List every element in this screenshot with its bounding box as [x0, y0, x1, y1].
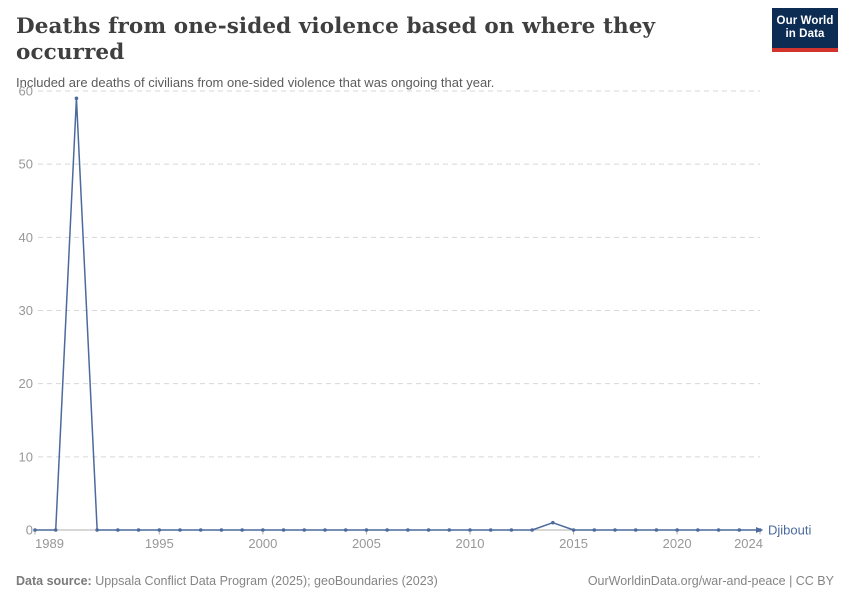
owid-logo[interactable]: Our World in Data — [772, 8, 838, 52]
y-tick-label: 0 — [26, 523, 33, 538]
line-chart: 0 10 20 30 40 50 60 1989 1995 2000 2005 2010 2015 202… — [19, 84, 812, 552]
data-point — [240, 528, 244, 532]
x-tick-label: 1989 — [35, 536, 64, 551]
data-point — [571, 528, 576, 532]
license-link[interactable]: OurWorldinData.org/war-and-peace | CC BY — [587, 574, 834, 588]
data-point — [261, 528, 265, 532]
chart-subtitle: Included are deaths of civilians from on… — [16, 74, 495, 90]
data-point — [178, 528, 182, 532]
x-tick-label: 2015 — [559, 536, 588, 551]
data-point — [509, 528, 514, 532]
chart-footer: Data source: Uppsala Conflict Data Progr… — [16, 574, 834, 588]
data-point — [281, 528, 286, 532]
data-point — [530, 528, 534, 532]
data-source: Data source: Uppsala Conflict Data Progr… — [16, 574, 438, 588]
y-tick-label: 10 — [19, 449, 33, 464]
data-point — [53, 528, 58, 532]
data-point — [136, 528, 141, 532]
data-point — [654, 528, 659, 532]
data-point — [95, 528, 99, 532]
data-point — [551, 520, 555, 525]
chart-header: Deaths from one-sided violence based on … — [16, 14, 760, 91]
data-source-text: Uppsala Conflict Data Program (2025); ge… — [91, 574, 438, 588]
chart-area: 0 10 20 30 40 50 60 1989 1995 2000 2005 2010 2015 202… — [0, 80, 850, 560]
data-point — [592, 528, 597, 532]
data-point — [343, 528, 348, 532]
data-point — [488, 528, 493, 532]
owid-logo-line2: in Data — [785, 28, 825, 40]
data-line — [35, 97, 760, 531]
data-point — [364, 528, 369, 532]
y-tick-label: 50 — [19, 157, 33, 172]
data-point — [426, 528, 431, 532]
x-tick-label: 2010 — [456, 536, 485, 551]
y-tick-label: 60 — [19, 84, 33, 99]
data-point — [716, 528, 721, 532]
x-tick-label: 2005 — [352, 536, 381, 551]
y-tick-label: 30 — [19, 303, 33, 318]
data-point — [696, 528, 700, 532]
data-point — [468, 528, 472, 532]
data-point — [74, 96, 79, 101]
owid-logo-line1: Our World — [776, 14, 834, 27]
data-point — [675, 528, 679, 532]
data-point — [33, 528, 37, 532]
y-tick-label: 20 — [19, 376, 33, 391]
data-point — [323, 528, 327, 532]
series-label[interactable]: Djibouti — [768, 523, 811, 538]
line-end-arrow — [756, 527, 763, 533]
data-point — [302, 528, 307, 532]
data-point — [406, 528, 410, 532]
data-point — [633, 528, 638, 532]
data-source-label: Data source: — [16, 574, 92, 588]
x-tick-label: 2024 — [734, 536, 763, 551]
page-title: Deaths from one-sided violence based on … — [16, 14, 656, 65]
x-tick-label: 2020 — [663, 536, 692, 551]
data-point — [116, 528, 120, 532]
data-point — [613, 528, 617, 532]
data-point — [157, 528, 162, 532]
data-point — [385, 528, 389, 532]
y-tick-label: 40 — [19, 230, 33, 245]
data-point — [737, 528, 742, 532]
data-point — [447, 528, 452, 532]
data-point — [219, 528, 224, 532]
data-point — [198, 528, 203, 532]
x-tick-label: 2000 — [248, 536, 277, 551]
x-tick-label: 1995 — [145, 536, 174, 551]
